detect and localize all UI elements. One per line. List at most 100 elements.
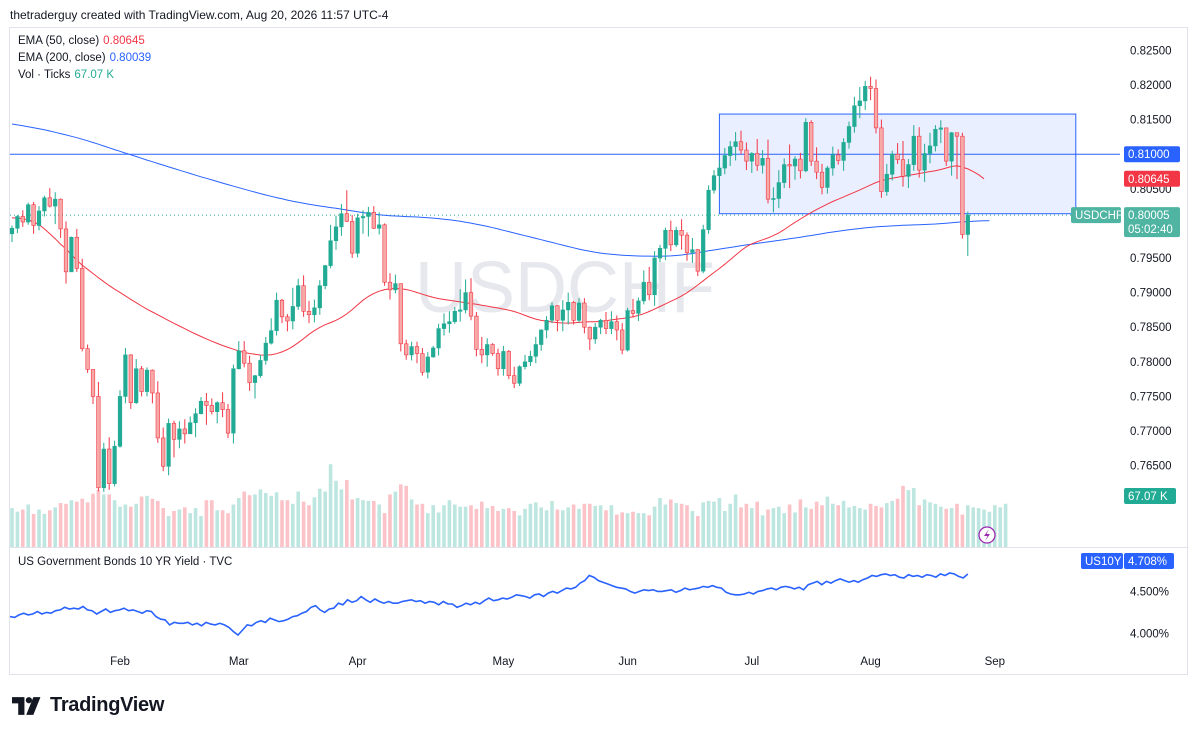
candle[interactable] [522, 354, 528, 370]
candle[interactable] [242, 341, 247, 368]
hline-price-tag[interactable]: 0.81000 [1124, 146, 1180, 163]
candle[interactable] [965, 211, 970, 256]
candle[interactable] [290, 287, 295, 330]
candle[interactable] [744, 142, 749, 171]
candle[interactable] [776, 170, 781, 209]
candle[interactable] [9, 225, 15, 243]
candle[interactable] [441, 313, 447, 336]
candle[interactable] [944, 127, 949, 166]
candle[interactable] [20, 210, 25, 227]
candle[interactable] [458, 289, 463, 322]
candle[interactable] [728, 141, 733, 166]
candle[interactable] [884, 163, 889, 196]
candle[interactable] [717, 160, 722, 190]
candle[interactable] [344, 190, 349, 223]
candle[interactable] [598, 318, 603, 335]
candle[interactable] [560, 300, 565, 332]
candle[interactable] [846, 121, 852, 149]
candle[interactable] [134, 359, 139, 405]
candle[interactable] [58, 198, 63, 238]
candle[interactable] [803, 118, 808, 173]
candle[interactable] [371, 206, 376, 229]
candle[interactable] [668, 220, 673, 252]
candle[interactable] [684, 232, 690, 261]
candle[interactable] [258, 354, 263, 378]
candle[interactable] [420, 347, 425, 376]
candle[interactable] [782, 158, 787, 189]
candle[interactable] [404, 339, 409, 360]
candle[interactable] [42, 195, 47, 217]
candle[interactable] [749, 152, 754, 173]
candle[interactable] [128, 354, 133, 409]
candle[interactable] [544, 316, 549, 339]
candle[interactable] [285, 314, 290, 332]
candle[interactable] [360, 210, 366, 234]
candle[interactable] [355, 213, 360, 258]
candle[interactable] [26, 202, 31, 225]
candle[interactable] [328, 224, 333, 269]
candle[interactable] [906, 159, 911, 189]
candle[interactable] [155, 381, 160, 443]
candle[interactable] [636, 297, 641, 321]
candle[interactable] [15, 215, 20, 234]
candle[interactable] [495, 348, 501, 376]
candle[interactable] [587, 326, 592, 351]
candle[interactable] [166, 418, 171, 476]
candle[interactable] [836, 149, 841, 165]
candle[interactable] [150, 369, 155, 404]
candle[interactable] [819, 163, 825, 195]
candle[interactable] [177, 421, 182, 449]
candle[interactable] [463, 279, 468, 314]
candle[interactable] [857, 87, 862, 119]
candle[interactable] [490, 343, 495, 356]
candle[interactable] [69, 236, 74, 273]
candle[interactable] [53, 192, 58, 225]
candle[interactable] [512, 366, 517, 389]
candle[interactable] [107, 437, 112, 490]
candle[interactable] [447, 311, 452, 333]
candle[interactable] [263, 336, 268, 365]
candle[interactable] [74, 228, 79, 272]
candle[interactable] [701, 224, 706, 274]
candle[interactable] [301, 275, 306, 317]
candle[interactable] [922, 143, 927, 182]
candle[interactable] [620, 323, 625, 355]
candle[interactable] [198, 397, 204, 415]
candle[interactable] [231, 364, 236, 444]
candle[interactable] [555, 305, 560, 332]
candle[interactable] [306, 300, 312, 324]
candle[interactable] [101, 442, 106, 492]
candle[interactable] [663, 227, 668, 261]
candle[interactable] [841, 138, 846, 171]
candle[interactable] [425, 352, 430, 379]
candle[interactable] [204, 392, 209, 425]
candle[interactable] [182, 419, 187, 444]
candle[interactable] [409, 341, 414, 361]
candle[interactable] [236, 341, 241, 370]
candle[interactable] [738, 130, 744, 155]
candle[interactable] [933, 125, 938, 152]
candle[interactable] [414, 341, 420, 364]
candle[interactable] [161, 427, 166, 472]
candle[interactable] [571, 300, 576, 325]
candle[interactable] [593, 323, 598, 344]
candle[interactable] [900, 141, 906, 187]
candle[interactable] [436, 323, 441, 356]
candle[interactable] [393, 274, 398, 294]
candle[interactable] [501, 345, 506, 376]
candle[interactable] [96, 381, 101, 492]
candle[interactable] [533, 336, 538, 364]
candle[interactable] [809, 120, 814, 166]
candle[interactable] [771, 187, 776, 213]
candle[interactable] [85, 344, 90, 373]
candle[interactable] [765, 139, 771, 204]
candle[interactable] [339, 204, 344, 236]
candle[interactable] [652, 251, 657, 306]
legend-ema200[interactable]: EMA (200, close) 0.80039 [18, 52, 151, 64]
candle[interactable] [63, 221, 69, 284]
candle[interactable] [366, 206, 371, 237]
candle[interactable] [674, 226, 679, 247]
legend-volume[interactable]: Vol · Ticks 67.07 K [18, 69, 114, 81]
candle[interactable] [333, 215, 339, 250]
candle[interactable] [323, 264, 328, 290]
